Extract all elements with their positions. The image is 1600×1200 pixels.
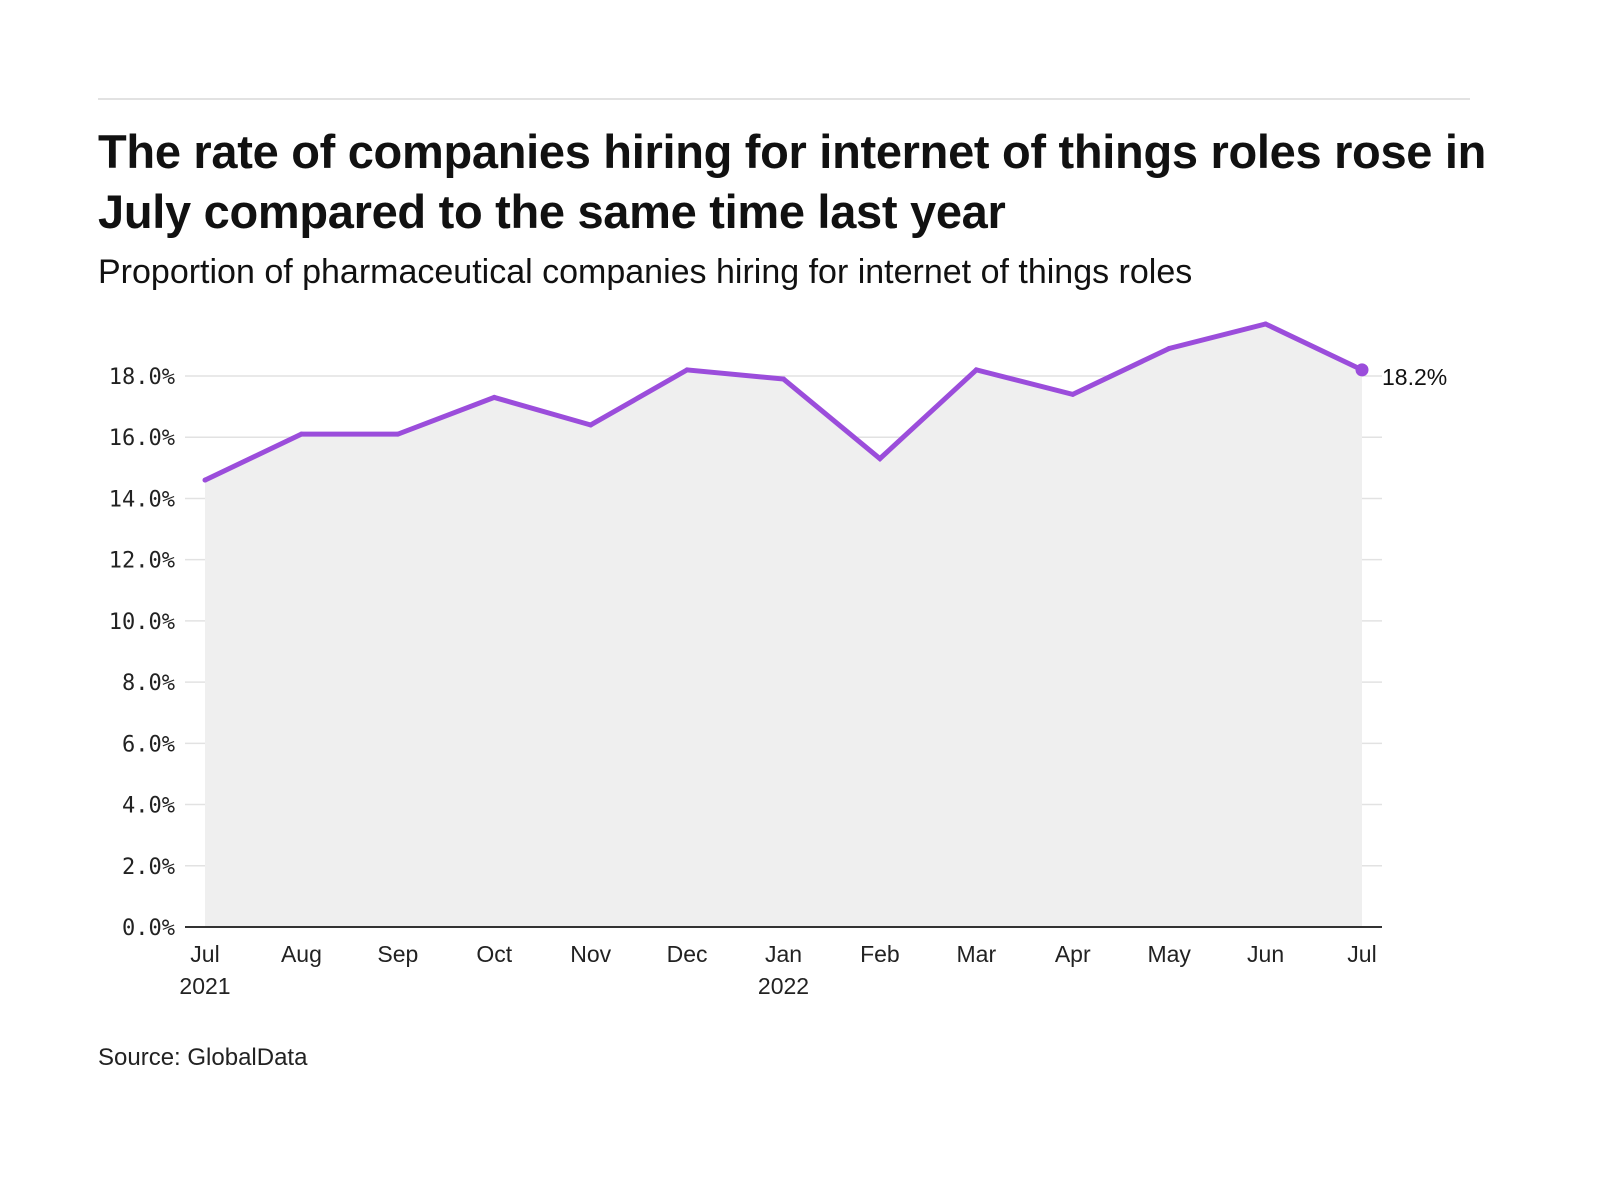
end-value-label: 18.2% [1382, 364, 1447, 390]
y-tick-label: 16.0% [109, 426, 175, 451]
y-axis-ticks: 0.0% 2.0% 4.0% 6.0% 8.0% 10.0% 12.0% 14.0% 16.0%… [109, 365, 175, 941]
x-tick-label: Feb [860, 941, 900, 967]
x-tick-label: Jun [1247, 941, 1284, 967]
data-point [1166, 345, 1172, 351]
y-tick-label: 10.0% [109, 610, 175, 635]
x-tick-label: Oct [476, 941, 512, 967]
x-tick-year-label: 2022 [758, 973, 809, 999]
data-point [588, 422, 594, 428]
data-point [781, 376, 786, 382]
x-tick-label: Jul [190, 941, 219, 967]
y-tick-label: 2.0% [122, 855, 175, 880]
data-point [491, 394, 497, 400]
x-tick-label: Nov [570, 941, 611, 967]
x-tick-label: Jul [1347, 941, 1376, 967]
data-point [202, 477, 208, 483]
y-tick-label: 0.0% [122, 916, 175, 941]
data-point [1070, 391, 1076, 397]
x-tick-year-label: 2021 [179, 973, 230, 999]
x-tick-label: Sep [377, 941, 418, 967]
chart-title: The rate of companies hiring for interne… [98, 125, 1487, 238]
y-tick-label: 6.0% [122, 732, 175, 757]
x-tick-label: Aug [281, 941, 322, 967]
area-fill [205, 323, 1362, 927]
data-point [973, 367, 979, 373]
y-tick-label: 4.0% [122, 794, 175, 819]
y-tick-label: 12.0% [109, 549, 175, 574]
data-point [684, 367, 690, 373]
data-point [298, 431, 304, 437]
x-tick-label: Apr [1055, 941, 1091, 967]
x-tick-label: Mar [957, 941, 997, 967]
x-tick-label: Dec [667, 941, 708, 967]
data-point [395, 431, 401, 437]
data-point [877, 456, 883, 462]
x-tick-label: Jan [765, 941, 802, 967]
x-tick-label: May [1147, 941, 1191, 967]
source-note: Source: GlobalData [98, 1044, 308, 1071]
chart-subtitle: Proportion of pharmaceutical companies h… [98, 253, 1193, 291]
end-point-marker [1355, 363, 1369, 377]
y-tick-label: 8.0% [122, 671, 175, 696]
x-axis-ticks: Jul 2021 Aug Sep Oct Nov Dec Jan 2022 Feb Mar Apr Ma… [179, 941, 1376, 999]
data-point [1263, 321, 1269, 327]
top-rule [98, 98, 1470, 100]
y-tick-label: 14.0% [109, 487, 175, 512]
y-tick-label: 18.0% [109, 365, 175, 390]
